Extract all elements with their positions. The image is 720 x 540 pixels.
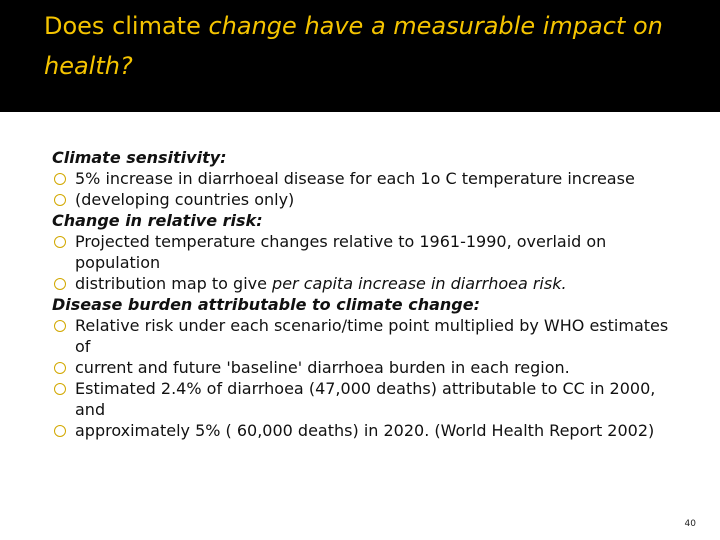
slide-title-plain: Does climate (44, 12, 209, 40)
bullet-text: Relative risk under each scenario/time p… (75, 316, 669, 356)
bullet-text: 5% increase in diarrhoeal disease for ea… (75, 169, 635, 188)
list-item: distribution map to give per capita incr… (52, 273, 672, 294)
section-heading-climate-sensitivity: Climate sensitivity: (52, 148, 227, 167)
ring-bullet-icon (54, 236, 66, 248)
ring-bullet-icon (54, 425, 66, 437)
ring-bullet-icon (54, 194, 66, 206)
list-item: Estimated 2.4% of diarrhoea (47,000 deat… (52, 378, 672, 420)
bullet-list-disease-burden: Relative risk under each scenario/time p… (52, 315, 672, 441)
bullet-text: current and future 'baseline' diarrhoea … (75, 358, 570, 377)
ring-bullet-icon (54, 320, 66, 332)
bullet-text: distribution map to give (75, 274, 273, 293)
section-heading-disease-burden: Disease burden attributable to climate c… (52, 295, 480, 314)
bullet-text-italic: per capita increase in diarrhoea risk. (272, 274, 567, 293)
bullet-list-climate-sensitivity: 5% increase in diarrhoeal disease for ea… (52, 168, 672, 210)
slide-title-italic: change have a measurable impact on healt… (44, 12, 663, 80)
ring-bullet-icon (54, 362, 66, 374)
list-item: Projected temperature changes relative t… (52, 231, 672, 273)
slide-title: Does climate change have a measurable im… (44, 6, 684, 86)
bullet-text: (developing countries only) (75, 190, 295, 209)
section-heading-relative-risk: Change in relative risk: (52, 211, 263, 230)
bullet-list-relative-risk: Projected temperature changes relative t… (52, 231, 672, 294)
bullet-text: Estimated 2.4% of diarrhoea (47,000 deat… (75, 379, 656, 419)
ring-bullet-icon (54, 383, 66, 395)
list-item: (developing countries only) (52, 189, 672, 210)
list-item: Relative risk under each scenario/time p… (52, 315, 672, 357)
list-item: 5% increase in diarrhoeal disease for ea… (52, 168, 672, 189)
title-bar: Does climate change have a measurable im… (0, 0, 720, 112)
bullet-text: Projected temperature changes relative t… (75, 232, 607, 272)
slide-content: Climate sensitivity: 5% increase in diar… (52, 147, 672, 441)
ring-bullet-icon (54, 173, 66, 185)
page-number: 40 (684, 519, 696, 529)
bullet-text: approximately 5% ( 60,000 deaths) in 202… (75, 421, 655, 440)
ring-bullet-icon (54, 278, 66, 290)
list-item: approximately 5% ( 60,000 deaths) in 202… (52, 420, 672, 441)
list-item: current and future 'baseline' diarrhoea … (52, 357, 672, 378)
